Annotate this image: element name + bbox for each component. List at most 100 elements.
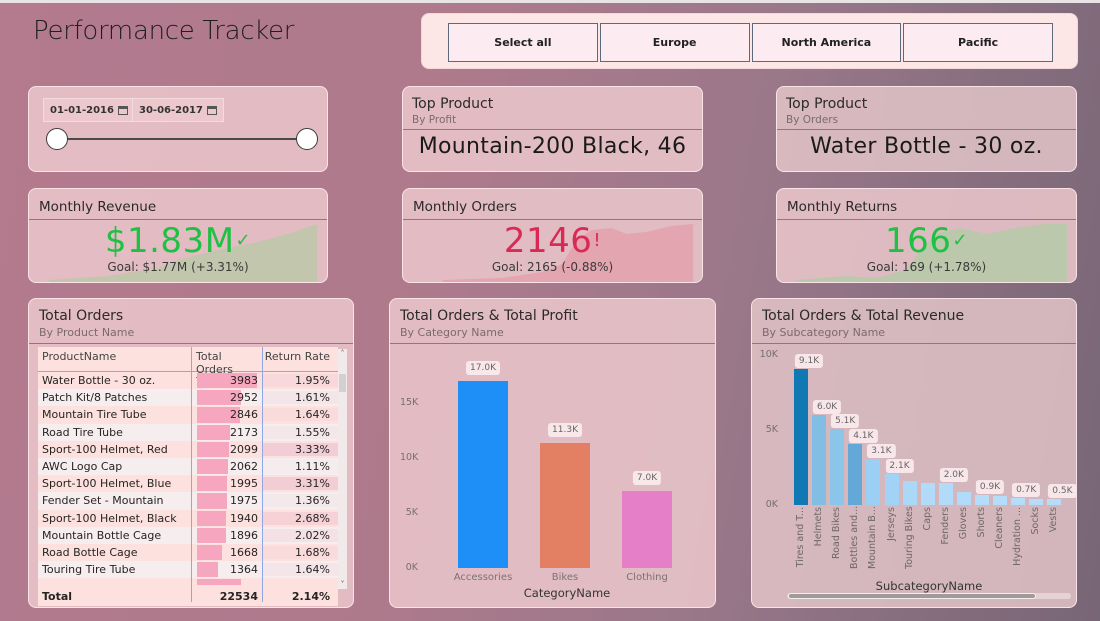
data-bar bbox=[197, 493, 227, 509]
kpi-value: 2146! bbox=[503, 221, 602, 261]
page-title: Performance Tracker bbox=[33, 16, 295, 46]
cell-orders: 2952 bbox=[191, 389, 262, 406]
bar-subcategory[interactable] bbox=[848, 443, 863, 505]
card-subtitle: By Product Name bbox=[39, 326, 135, 339]
bar-subcategory[interactable] bbox=[830, 428, 845, 505]
bar-subcategory[interactable] bbox=[993, 496, 1008, 505]
end-date-input[interactable]: 30-06-2017 bbox=[132, 98, 224, 122]
bar-subcategory[interactable] bbox=[1047, 499, 1062, 505]
data-label: 11.3K bbox=[548, 423, 582, 438]
divider bbox=[403, 219, 702, 220]
table-row[interactable]: Patch Kit/8 Patches 2952 1.61% bbox=[38, 389, 338, 407]
table-row[interactable]: Sport-100 Helmet, Blue 1995 3.31% bbox=[38, 475, 338, 493]
total-label: Total bbox=[42, 589, 73, 603]
data-label: 2.1K bbox=[885, 458, 914, 473]
cell-product: Sport-100 Helmet, Black bbox=[42, 511, 177, 525]
y-axis-tick: 0K bbox=[405, 562, 418, 573]
table-row[interactable]: Water Bottle - 30 oz. 3983 1.95% bbox=[38, 372, 338, 390]
bar-subcategory[interactable] bbox=[938, 482, 953, 505]
scrollbar-thumb[interactable] bbox=[339, 374, 346, 392]
table-row[interactable]: Mountain Tire Tube 2846 1.64% bbox=[38, 406, 338, 424]
table-row[interactable]: Sport-100 Helmet, Red 2099 3.33% bbox=[38, 440, 338, 458]
chart-scrollbar-thumb[interactable] bbox=[788, 593, 1036, 599]
cell-return-rate: 3.31% bbox=[262, 477, 338, 491]
bar-subcategory[interactable] bbox=[975, 494, 989, 505]
chart-title: Total Orders & Total Profit bbox=[400, 308, 578, 324]
calendar-icon[interactable] bbox=[206, 105, 217, 115]
x-axis-label: Helmets bbox=[813, 507, 825, 547]
slicer-option-select-all[interactable]: Select all bbox=[448, 23, 598, 62]
slicer-option-pacific[interactable]: Pacific bbox=[903, 23, 1053, 62]
data-bar bbox=[197, 407, 240, 423]
check-icon: ✓ bbox=[952, 230, 968, 251]
top-product-profit-card: Top Product By Profit Mountain-200 Black… bbox=[402, 86, 703, 172]
bar-subcategory[interactable] bbox=[794, 368, 808, 505]
table-row[interactable]: Touring Tire Tube 1364 1.64% bbox=[38, 561, 338, 579]
data-label: 7.0K bbox=[632, 470, 662, 485]
column-header-total-orders[interactable]: Total Orders bbox=[191, 350, 262, 381]
column-header-return-rate[interactable]: Return Rate bbox=[264, 350, 330, 363]
table-row[interactable]: Road Tire Tube 2173 1.55% bbox=[38, 423, 338, 441]
bar-subcategory[interactable] bbox=[866, 458, 881, 505]
table-row[interactable]: Fender Set - Mountain 1975 1.36% bbox=[38, 492, 338, 510]
data-bar bbox=[197, 390, 241, 406]
bar-subcategory[interactable] bbox=[1029, 499, 1044, 505]
cell-orders: 2062 bbox=[191, 458, 262, 475]
cell-orders: 1995 bbox=[191, 475, 262, 492]
subcategory-chart-plot: 0K 5K 10K 9.1K Tires and T... 6.0K Helmets 5.1K… bbox=[752, 347, 1076, 607]
data-bar bbox=[197, 476, 227, 492]
table-scrollbar[interactable]: ˄ ˅ bbox=[338, 349, 347, 589]
total-orders: 22534 bbox=[219, 589, 258, 603]
data-label: 0.7K bbox=[1012, 482, 1041, 497]
region-slicer: Select all Europe North America Pacific bbox=[421, 13, 1078, 69]
start-date-input[interactable]: 01-01-2016 bbox=[43, 98, 135, 122]
data-bar bbox=[197, 544, 222, 561]
bar-subcategory[interactable] bbox=[884, 473, 899, 505]
date-slider-start-handle[interactable] bbox=[46, 128, 68, 150]
divider bbox=[777, 129, 1076, 130]
category-bar-chart-card: Total Orders & Total Profit By Category … bbox=[389, 298, 716, 608]
kpi-monthly-returns: Monthly Returns 166✓ Goal: 169 (+1.78%) bbox=[776, 188, 1077, 283]
x-axis-label: Vests bbox=[1048, 507, 1060, 533]
x-axis-label: Hydration ... bbox=[1012, 507, 1024, 566]
cell-orders: 1940 bbox=[191, 510, 262, 527]
column-header-product[interactable]: ProductName bbox=[42, 350, 117, 363]
data-label: 4.1K bbox=[849, 428, 878, 443]
card-title: Top Product bbox=[412, 96, 494, 112]
scroll-up-icon[interactable]: ˄ bbox=[340, 349, 345, 358]
bar-subcategory[interactable] bbox=[902, 481, 917, 505]
cell-orders: 3983 bbox=[191, 372, 262, 389]
cell-orders: 2846 bbox=[191, 406, 262, 423]
bar-bikes[interactable] bbox=[540, 443, 590, 568]
data-bar bbox=[197, 510, 226, 526]
table-total-row: Total 22534 2.14% bbox=[38, 586, 338, 607]
table-header: ProductName Total Orders Return Rate bbox=[38, 347, 338, 381]
y-axis-tick: 0K bbox=[765, 499, 778, 510]
bar-subcategory[interactable] bbox=[812, 415, 827, 505]
bar-subcategory[interactable] bbox=[1011, 497, 1026, 505]
bar-subcategory[interactable] bbox=[920, 482, 935, 505]
bar-clothing[interactable] bbox=[622, 490, 672, 568]
cell-return-rate: 1.11% bbox=[262, 460, 338, 473]
date-slider-track[interactable] bbox=[57, 138, 307, 140]
divider bbox=[29, 343, 353, 344]
data-bar bbox=[197, 373, 257, 389]
subcategory-bar-chart-card: Total Orders & Total Revenue By Subcateg… bbox=[751, 298, 1077, 608]
x-axis-label: Caps bbox=[921, 507, 933, 531]
kpi-title: Monthly Orders bbox=[413, 199, 517, 215]
slicer-option-north-america[interactable]: North America bbox=[751, 23, 902, 62]
table-row[interactable]: Road Bottle Cage 1668 1.68% bbox=[38, 543, 338, 562]
scroll-down-icon[interactable]: ˅ bbox=[340, 580, 345, 589]
table-row[interactable]: Sport-100 Helmet, Black 1940 2.68% bbox=[38, 509, 338, 527]
y-axis-tick: 10K bbox=[400, 451, 419, 463]
table-row[interactable]: AWC Logo Cap 2062 1.11% bbox=[38, 457, 338, 476]
bar-subcategory[interactable] bbox=[956, 491, 971, 505]
calendar-icon[interactable] bbox=[117, 105, 128, 115]
cell-return-rate: 2.02% bbox=[262, 528, 338, 542]
bar-accessories[interactable] bbox=[458, 380, 508, 568]
table-body: Water Bottle - 30 oz. 3983 1.95% Patch Kit/… bbox=[38, 372, 338, 579]
revenue-sparkline bbox=[48, 224, 318, 282]
slicer-option-europe[interactable]: Europe bbox=[599, 23, 750, 62]
date-slider-end-handle[interactable] bbox=[296, 128, 318, 150]
table-row[interactable]: Mountain Bottle Cage 1896 2.02% bbox=[38, 526, 338, 544]
